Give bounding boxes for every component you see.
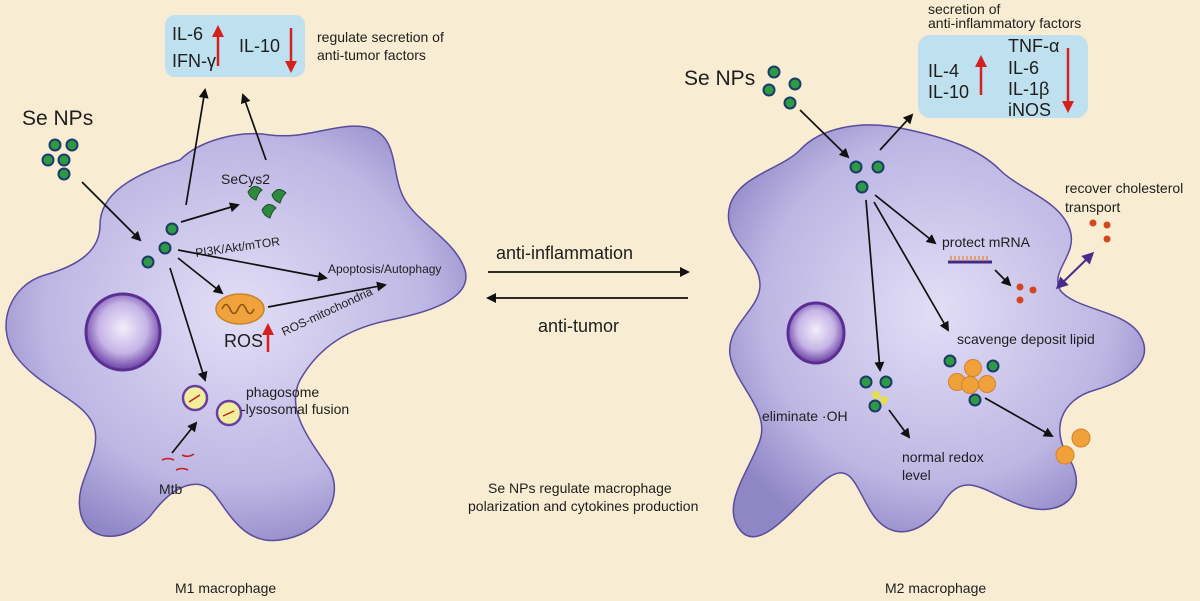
- ros-label: ROS: [224, 331, 263, 351]
- m1-arrows: [81, 88, 387, 454]
- m2-inos: iNOS: [1008, 100, 1051, 120]
- m2-macrophage: secretion of anti-inflammatory factors I…: [684, 1, 1183, 596]
- mtb-label: Mtb: [159, 481, 183, 497]
- secys2-label: SeCys2: [221, 171, 270, 187]
- mrna-icon: [948, 256, 992, 264]
- redox-label-2: level: [902, 467, 931, 483]
- secys2-icon: [247, 186, 287, 219]
- m1-il6: IL-6: [172, 24, 203, 44]
- mitochondria-icon: [215, 293, 265, 325]
- m1-se-np-outside: [41, 138, 79, 181]
- m1-se-np-inside: [141, 222, 179, 269]
- m1-cell-body: [5, 125, 467, 542]
- m1-se-nps-label: Se NPs: [22, 107, 93, 130]
- center-caption-2: polarization and cytokines production: [468, 498, 698, 514]
- m2-se-nps-label: Se NPs: [684, 67, 755, 90]
- phagosome-icon: [181, 384, 243, 427]
- m2-il1b: IL-1β: [1008, 79, 1049, 99]
- m1-nucleus: [84, 292, 162, 372]
- m2-arrows: [799, 109, 1054, 439]
- m2-se-np-inside: [849, 160, 885, 194]
- m1-il10: IL-10: [239, 36, 280, 56]
- lipid-droplets: [948, 359, 1091, 465]
- redox-label-1: normal redox: [902, 449, 984, 465]
- m2-cytokine-box: [918, 35, 1088, 118]
- cholesterol-label-2: transport: [1065, 199, 1120, 215]
- m1-ifng: IFN-γ: [172, 51, 216, 71]
- m1-macrophage-label: M1 macrophage: [175, 580, 276, 596]
- m2-box-caption-2: anti-inflammatory factors: [928, 15, 1081, 31]
- m2-il6: IL-6: [1008, 58, 1039, 78]
- cholesterol-transport-arrow-icon: [1055, 251, 1095, 290]
- anti-inflammation-label: anti-inflammation: [496, 243, 633, 263]
- center-caption-1: Se NPs regulate macrophage: [488, 480, 672, 496]
- m2-macrophage-label: M2 macrophage: [885, 580, 986, 596]
- m2-il4: IL-4: [928, 61, 959, 81]
- cholesterol-label-1: recover cholesterol: [1065, 180, 1183, 196]
- center-panel: anti-inflammation anti-tumor Se NPs regu…: [468, 243, 698, 514]
- scavenge-label: scavenge deposit lipid: [957, 331, 1095, 347]
- phago-label-1: phagosome: [246, 384, 319, 400]
- m1-macrophage: IL-6 IFN-γ IL-10 regulate secretion of a…: [5, 15, 467, 596]
- anti-tumor-label: anti-tumor: [538, 316, 619, 336]
- m2-il10: IL-10: [928, 82, 969, 102]
- m2-cell-body: [727, 124, 1146, 538]
- phago-label-2: -lysosomal fusion: [241, 401, 349, 417]
- m2-se-np-outside: [762, 65, 802, 110]
- m2-se-np-lipid: [943, 354, 1000, 407]
- m2-tnfa: TNF-α: [1008, 36, 1059, 56]
- cholesterol-dots: [1016, 219, 1111, 304]
- protect-mrna-label: protect mRNA: [942, 234, 1031, 250]
- m2-box-caption-1: secretion of: [928, 1, 1000, 17]
- m2-nucleus: [786, 301, 846, 365]
- m1-cytokine-box: [165, 15, 305, 77]
- apoptosis-label: Apoptosis/Autophagy: [328, 262, 441, 276]
- m1-box-caption-2: anti-tumor factors: [317, 47, 426, 63]
- m1-box-caption-1: regulate secretion of: [317, 29, 444, 45]
- mtb-icon: [161, 453, 195, 471]
- eliminate-label: eliminate ·OH: [762, 408, 848, 424]
- m2-se-np-oh: [859, 375, 893, 413]
